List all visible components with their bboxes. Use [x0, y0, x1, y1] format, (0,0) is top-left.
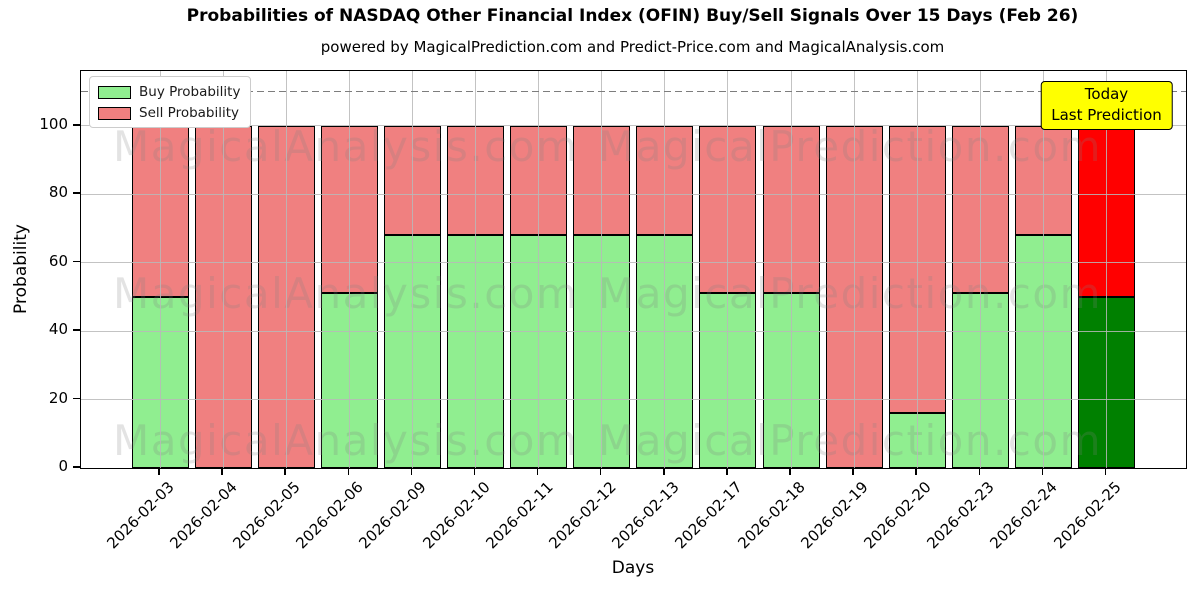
gridline-vertical — [979, 71, 981, 468]
y-axis-tick — [73, 124, 80, 126]
watermark-text: MagicalPrediction.com — [598, 416, 1102, 465]
y-tick-label: 80 — [48, 183, 68, 202]
x-axis-tick — [852, 468, 854, 475]
gridline-vertical — [1106, 71, 1107, 468]
gridline-horizontal — [81, 125, 1186, 127]
y-axis-tick — [73, 260, 80, 263]
gridline-horizontal — [81, 399, 1186, 401]
gridline-vertical — [1042, 71, 1044, 468]
gridline-vertical — [348, 71, 350, 468]
y-tick-label: 20 — [48, 388, 68, 407]
gridline-vertical — [601, 71, 603, 468]
gridline-vertical — [853, 71, 855, 468]
chart-subtitle: powered by MagicalPrediction.com and Pre… — [320, 38, 945, 56]
y-tick-label: 0 — [58, 457, 68, 475]
y-tick-label: 40 — [48, 320, 68, 339]
x-axis-tick — [284, 468, 286, 475]
today-annotation-line2: Last Prediction — [1051, 106, 1162, 124]
legend-item-sell: Sell Probability — [98, 105, 240, 121]
gridline-horizontal — [81, 262, 1186, 264]
x-axis-tick — [410, 468, 413, 475]
today-annotation: Today Last Prediction — [1040, 81, 1173, 130]
watermark-text: MagicalAnalysis.com — [113, 122, 579, 171]
chart-title: Probabilities of NASDAQ Other Financial … — [186, 6, 1079, 26]
gridline-horizontal — [81, 193, 1186, 195]
gridline-vertical — [538, 71, 540, 468]
gridline-vertical — [727, 71, 729, 468]
legend-label-buy: Buy Probability — [139, 84, 241, 100]
legend-item-buy: Buy Probability — [98, 84, 240, 100]
x-axis-tick — [536, 468, 539, 475]
watermark-text: MagicalAnalysis.com — [113, 269, 579, 318]
gridline-vertical — [790, 71, 792, 468]
legend-swatch-sell-icon — [98, 106, 131, 120]
legend-swatch-buy-icon — [98, 85, 131, 99]
gridline-horizontal — [81, 330, 1186, 332]
gridline-vertical — [916, 71, 918, 468]
x-axis-tick — [1104, 468, 1107, 475]
gridline-vertical — [411, 71, 413, 468]
x-axis-tick — [726, 468, 728, 475]
x-axis-tick — [347, 468, 350, 475]
y-tick-label: 100 — [39, 114, 68, 133]
x-axis-tick — [599, 468, 602, 475]
gridline-vertical — [664, 71, 666, 468]
x-axis-tick — [978, 468, 981, 475]
gridline-vertical — [159, 71, 161, 468]
watermark-text: MagicalPrediction.com — [598, 122, 1102, 171]
watermark-text: MagicalAnalysis.com — [113, 416, 579, 465]
x-axis-tick — [158, 468, 160, 475]
y-axis-tick — [73, 329, 80, 331]
dashed-threshold-line — [81, 90, 1186, 93]
today-annotation-line1: Today — [1084, 85, 1129, 103]
x-axis-tick — [473, 468, 476, 475]
x-axis-tick — [915, 468, 917, 475]
x-axis-tick — [221, 468, 223, 475]
legend-label-sell: Sell Probability — [139, 105, 240, 121]
watermark-text: MagicalPrediction.com — [598, 269, 1102, 318]
y-axis-tick — [73, 397, 80, 400]
legend: Buy Probability Sell Probability — [89, 76, 252, 128]
plot-area: Buy Probability Sell Probability Today L… — [80, 70, 1187, 469]
x-axis-tick — [663, 468, 665, 475]
y-tick-label: 60 — [48, 251, 68, 270]
gridline-vertical — [475, 71, 476, 468]
gridline-vertical — [222, 71, 224, 468]
x-axis-tick — [789, 468, 791, 475]
x-axis-label: Days — [611, 558, 655, 578]
gridline-vertical — [285, 71, 287, 468]
y-axis-tick — [73, 466, 80, 468]
y-axis-tick — [73, 192, 80, 194]
x-axis-tick — [1041, 468, 1044, 475]
